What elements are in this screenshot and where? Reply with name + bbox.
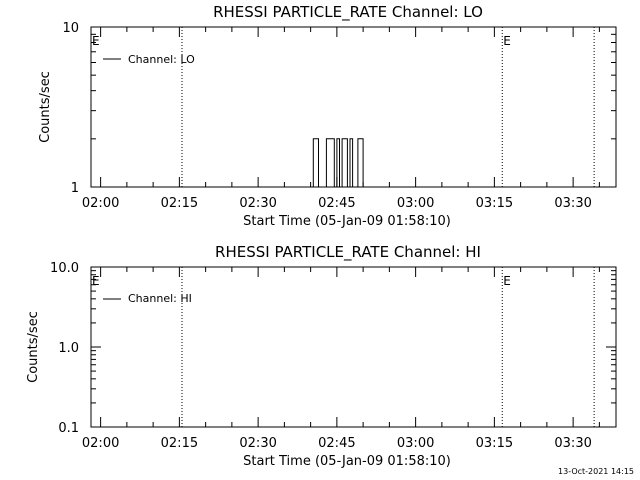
event-marker-label: E — [92, 274, 100, 288]
x-tick-label: 03:30 — [554, 436, 591, 451]
series-line — [310, 138, 364, 188]
x-tick-label: 02:15 — [161, 436, 198, 451]
x-tick-label: 03:30 — [554, 196, 591, 211]
chart-title: RHESSI PARTICLE_RATE Channel: LO — [213, 3, 483, 22]
x-axis-label: Start Time (05-Jan-09 01:58:10) — [243, 454, 451, 469]
x-tick-label: 02:45 — [318, 196, 355, 211]
x-tick-label: 02:00 — [82, 436, 119, 451]
x-tick-label: 03:00 — [397, 196, 434, 211]
panel-hi: RHESSI PARTICLE_RATE Channel: HI Counts/… — [26, 243, 617, 469]
y-tick-label: 0.1 — [58, 421, 79, 436]
plot-frame — [90, 26, 617, 188]
x-tick-label: 03:15 — [476, 436, 513, 451]
event-marker-label: E — [92, 34, 100, 48]
event-marker-label: E — [503, 34, 511, 48]
x-tick-label: 02:00 — [82, 196, 119, 211]
y-tick-label: 10 — [62, 21, 79, 36]
y-axis-label: Counts/sec — [38, 71, 53, 143]
y-axis-label: Counts/sec — [26, 311, 41, 383]
event-marker-label: E — [503, 274, 511, 288]
y-tick-label: 1 — [71, 181, 79, 196]
legend: Channel: LO — [103, 53, 195, 66]
x-tick-label: 02:15 — [161, 196, 198, 211]
x-axis-label: Start Time (05-Jan-09 01:58:10) — [243, 214, 451, 229]
timestamp-stamp: 13-Oct-2021 14:15 — [558, 467, 634, 476]
x-tick-label: 02:30 — [239, 436, 276, 451]
legend-label: Channel: HI — [128, 292, 192, 305]
panel-lo: RHESSI PARTICLE_RATE Channel: LO Counts/… — [38, 3, 617, 229]
x-tick-label: 03:00 — [397, 436, 434, 451]
plot-frame — [90, 266, 617, 428]
legend: Channel: HI — [103, 292, 192, 305]
x-tick-label: 02:45 — [318, 436, 355, 451]
chart-title: RHESSI PARTICLE_RATE Channel: HI — [215, 243, 481, 262]
y-tick-label: 1.0 — [58, 341, 79, 356]
x-tick-label: 02:30 — [239, 196, 276, 211]
x-tick-label: 03:15 — [476, 196, 513, 211]
legend-label: Channel: LO — [128, 53, 195, 66]
y-tick-label: 10.0 — [50, 261, 79, 276]
